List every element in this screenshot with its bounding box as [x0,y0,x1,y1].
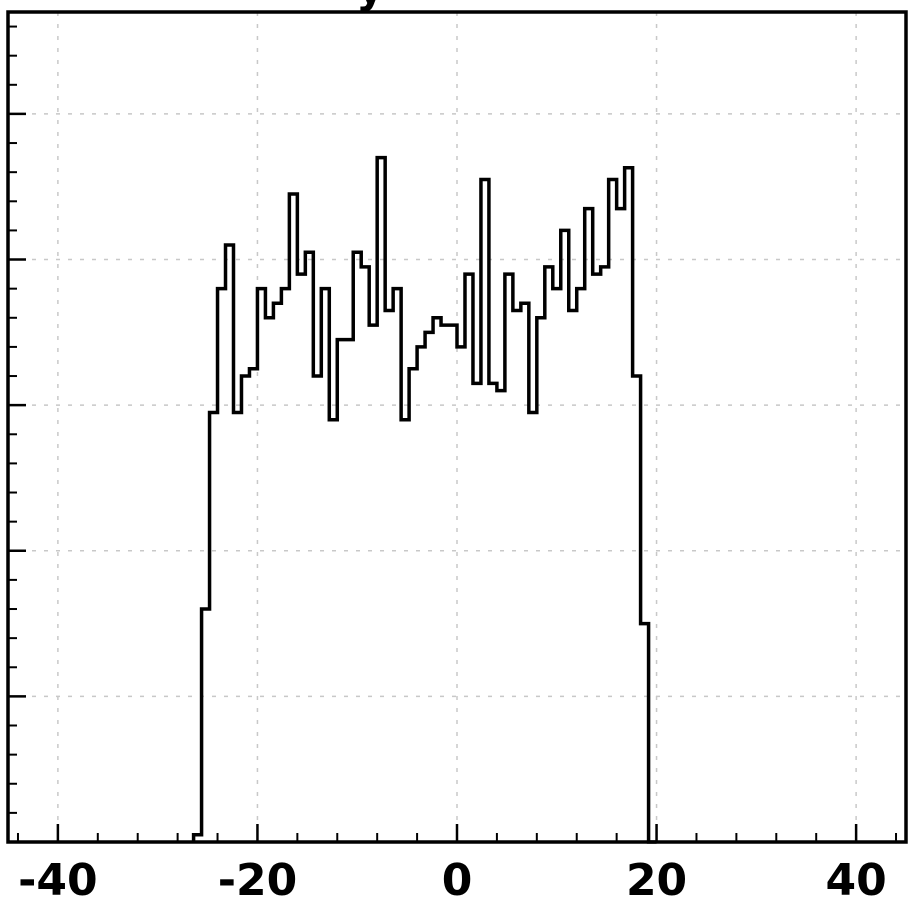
major-ticks [8,112,858,842]
histogram-step-line [191,155,657,844]
clipped-title-fragment: y [356,0,385,13]
x-tick-label: 20 [626,855,687,902]
minor-ticks [8,25,898,842]
x-tick-label: -20 [218,855,298,902]
x-tick-label: 40 [825,855,886,902]
grid-lines [8,12,906,842]
x-tick-label: -40 [18,855,98,902]
x-axis-tick-labels: -40 -20 0 20 40 [18,855,887,902]
plot-frame [6,10,908,844]
x-tick-label: 0 [442,855,473,902]
